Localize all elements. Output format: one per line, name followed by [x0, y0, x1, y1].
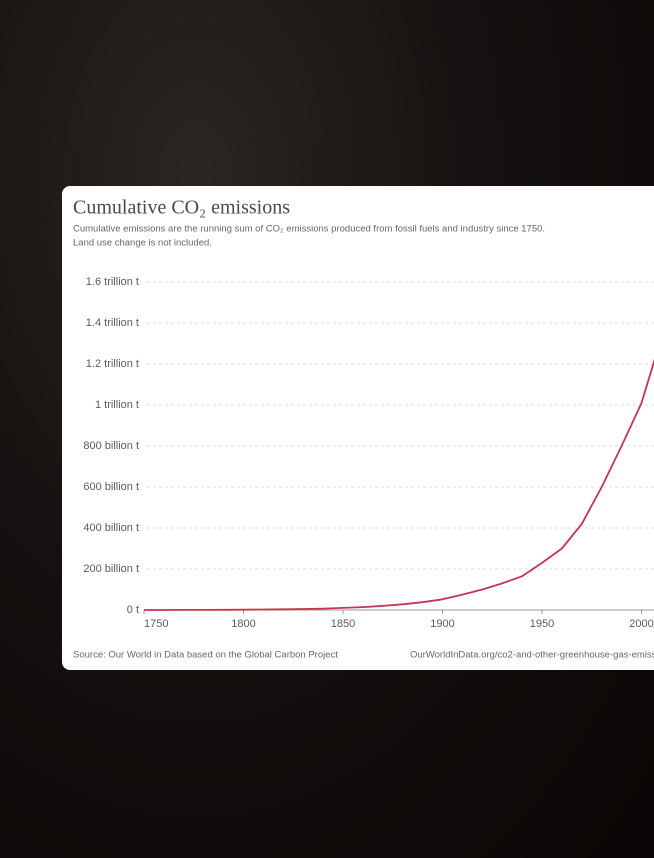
url: OurWorldInData.org/co2-and-other-greenho… — [410, 650, 654, 661]
y-tick-label: 600 billion t — [83, 481, 139, 493]
y-tick-label: 1.6 trillion t — [86, 276, 139, 288]
x-tick-label: 1900 — [430, 618, 454, 630]
chart: Cumulative CO₂ emissions Cumulative emis… — [73, 197, 654, 661]
x-tick-label: 1850 — [331, 618, 355, 630]
chart-title: Cumulative CO₂ emissions — [73, 197, 290, 219]
x-tick-label: 2000 — [629, 618, 653, 630]
source: Source: Our World in Data based on the G… — [73, 650, 338, 661]
y-tick-label: 1.4 trillion t — [86, 317, 139, 329]
chart-card: Cumulative CO₂ emissions Cumulative emis… — [62, 186, 654, 670]
data-line — [144, 358, 654, 611]
y-tick-label: 0 t — [127, 604, 139, 616]
y-tick-label: 200 billion t — [83, 563, 139, 575]
subtitle: Cumulative emissions are the running sum… — [73, 224, 545, 235]
subtitle: Land use change is not included. — [73, 238, 212, 249]
x-tick-label: 1750 — [144, 618, 168, 630]
x-tick-label: 1800 — [231, 618, 255, 630]
x-tick-label: 1950 — [530, 618, 554, 630]
y-tick-label: 1 trillion t — [95, 399, 139, 411]
y-tick-label: 400 billion t — [83, 522, 139, 534]
y-tick-label: 1.2 trillion t — [86, 358, 139, 370]
y-tick-label: 800 billion t — [83, 440, 139, 452]
